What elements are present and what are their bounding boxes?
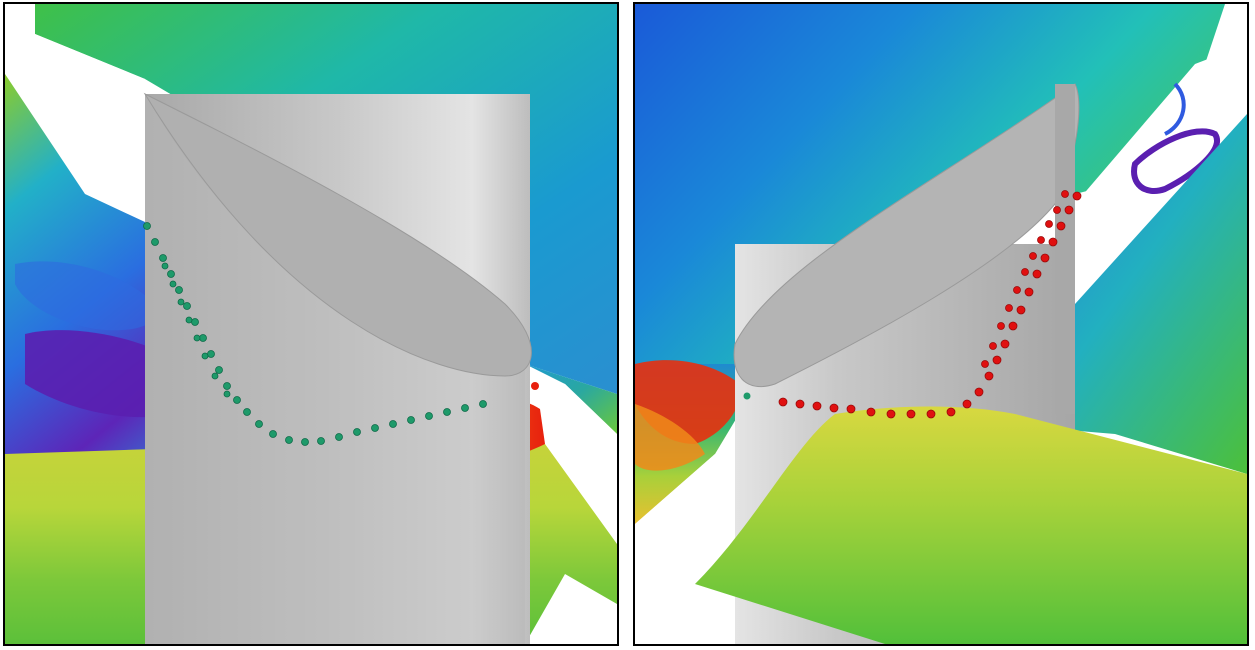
- blue-patch: [15, 261, 157, 331]
- strut-side: [1055, 84, 1075, 414]
- gap-top-right: [1075, 44, 1247, 304]
- right-render: [635, 4, 1247, 644]
- free-surface-right: [525, 364, 617, 434]
- marker-line-left: [143, 222, 487, 446]
- left-panel: [3, 2, 619, 646]
- vortex-strand-2: [1163, 82, 1186, 136]
- right-panel: [633, 2, 1249, 646]
- marker-line-right: [778, 190, 1082, 419]
- left-render: [5, 4, 617, 644]
- wake-orange: [635, 404, 705, 471]
- strut-cut-face: [143, 92, 532, 377]
- free-surface-bottom: [695, 406, 1247, 644]
- gap-top-left: [5, 22, 145, 222]
- marker-end: [531, 382, 539, 390]
- strut-shadow-left: [145, 94, 525, 644]
- gap-bottom-left: [635, 454, 735, 644]
- marker-end: [743, 392, 751, 400]
